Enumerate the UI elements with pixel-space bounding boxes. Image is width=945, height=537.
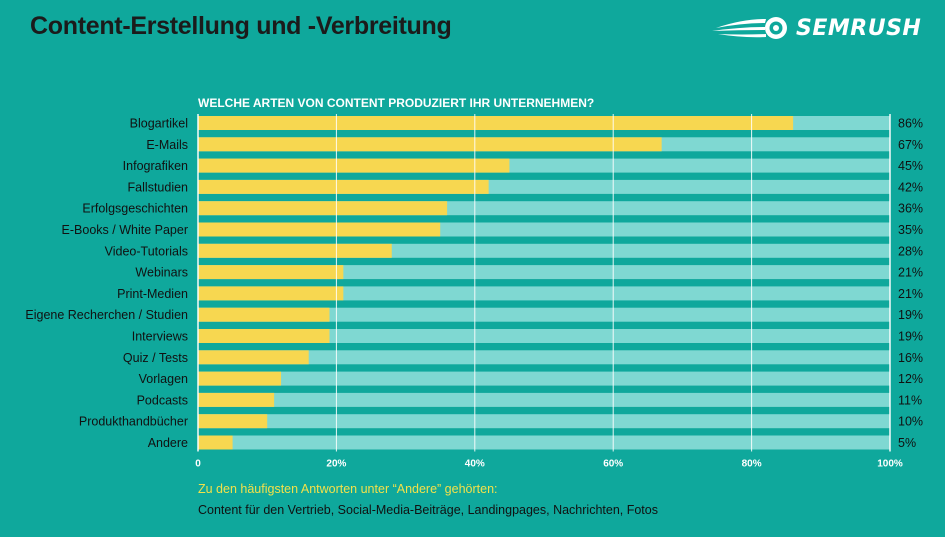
bar-track xyxy=(198,392,890,407)
bar-track xyxy=(198,286,890,301)
x-tick-label: 60% xyxy=(603,459,623,470)
value-label: 5% xyxy=(898,436,916,450)
bar-track xyxy=(198,329,890,343)
bar xyxy=(198,158,510,173)
value-label: 19% xyxy=(898,330,923,344)
bar xyxy=(198,392,275,407)
category-label: Quiz / Tests xyxy=(123,351,188,365)
x-tick-label: 20% xyxy=(326,459,346,470)
bar-track xyxy=(198,435,890,450)
fireball-icon xyxy=(712,17,787,39)
bar-track xyxy=(198,307,890,322)
x-tick-label: 80% xyxy=(742,459,762,470)
category-label: Webinars xyxy=(135,266,188,280)
value-label: 21% xyxy=(898,287,923,301)
x-tick-label: 40% xyxy=(465,459,485,470)
semrush-logo: SEMRUSH xyxy=(712,13,921,43)
category-label: Erfolgsgeschichten xyxy=(82,202,188,216)
category-label: E-Books / White Paper xyxy=(62,223,188,237)
value-label: 16% xyxy=(898,351,923,365)
bar xyxy=(198,179,489,194)
category-label: Video-Tutorials xyxy=(105,244,188,258)
bar xyxy=(198,222,441,237)
bar-track xyxy=(198,371,890,386)
logo-wordmark: SEMRUSH xyxy=(796,15,922,41)
bar xyxy=(198,201,448,216)
category-label: Vorlagen xyxy=(139,372,188,386)
value-label: 67% xyxy=(898,138,923,152)
bar xyxy=(198,265,344,280)
bar xyxy=(198,116,794,130)
category-label: Eigene Recherchen / Studien xyxy=(25,308,188,322)
category-label: Produkthandbücher xyxy=(79,415,188,429)
value-label: 12% xyxy=(898,372,923,386)
bar-track xyxy=(198,350,890,365)
bar xyxy=(198,307,330,322)
chart-title: WELCHE ARTEN VON CONTENT PRODUZIERT IHR … xyxy=(198,96,595,110)
category-label: Podcasts xyxy=(137,393,188,407)
bar xyxy=(198,137,662,152)
value-label: 10% xyxy=(898,415,923,429)
page-title: Content-Erstellung und -Verbreitung xyxy=(30,12,452,40)
bar-track xyxy=(198,414,890,429)
bar xyxy=(198,329,330,343)
note-title: Zu den häufigsten Antworten unter “Ander… xyxy=(198,482,498,496)
x-tick-label: 0 xyxy=(195,459,201,470)
value-label: 86% xyxy=(898,117,923,131)
category-label: Interviews xyxy=(132,330,188,344)
category-label: Infografiken xyxy=(123,159,188,173)
value-label: 42% xyxy=(898,180,923,194)
bar xyxy=(198,243,392,258)
bar xyxy=(198,435,233,450)
bar-track xyxy=(198,265,890,280)
value-label: 11% xyxy=(898,393,922,407)
note-text: Content für den Vertrieb, Social-Media-B… xyxy=(198,503,658,517)
x-tick-label: 100% xyxy=(877,459,903,470)
bar xyxy=(198,350,309,365)
value-label: 21% xyxy=(898,266,923,280)
value-label: 35% xyxy=(898,223,923,237)
bar xyxy=(198,286,344,301)
value-label: 28% xyxy=(898,244,923,258)
value-label: 45% xyxy=(898,159,923,173)
category-label: Print-Medien xyxy=(117,287,188,301)
bar xyxy=(198,414,268,429)
value-label: 36% xyxy=(898,202,923,216)
category-label: Blogartikel xyxy=(130,117,188,131)
category-label: E-Mails xyxy=(146,138,188,152)
value-label: 19% xyxy=(898,308,923,322)
bar xyxy=(198,371,282,386)
category-label: Andere xyxy=(148,436,188,450)
category-label: Fallstudien xyxy=(128,180,188,194)
